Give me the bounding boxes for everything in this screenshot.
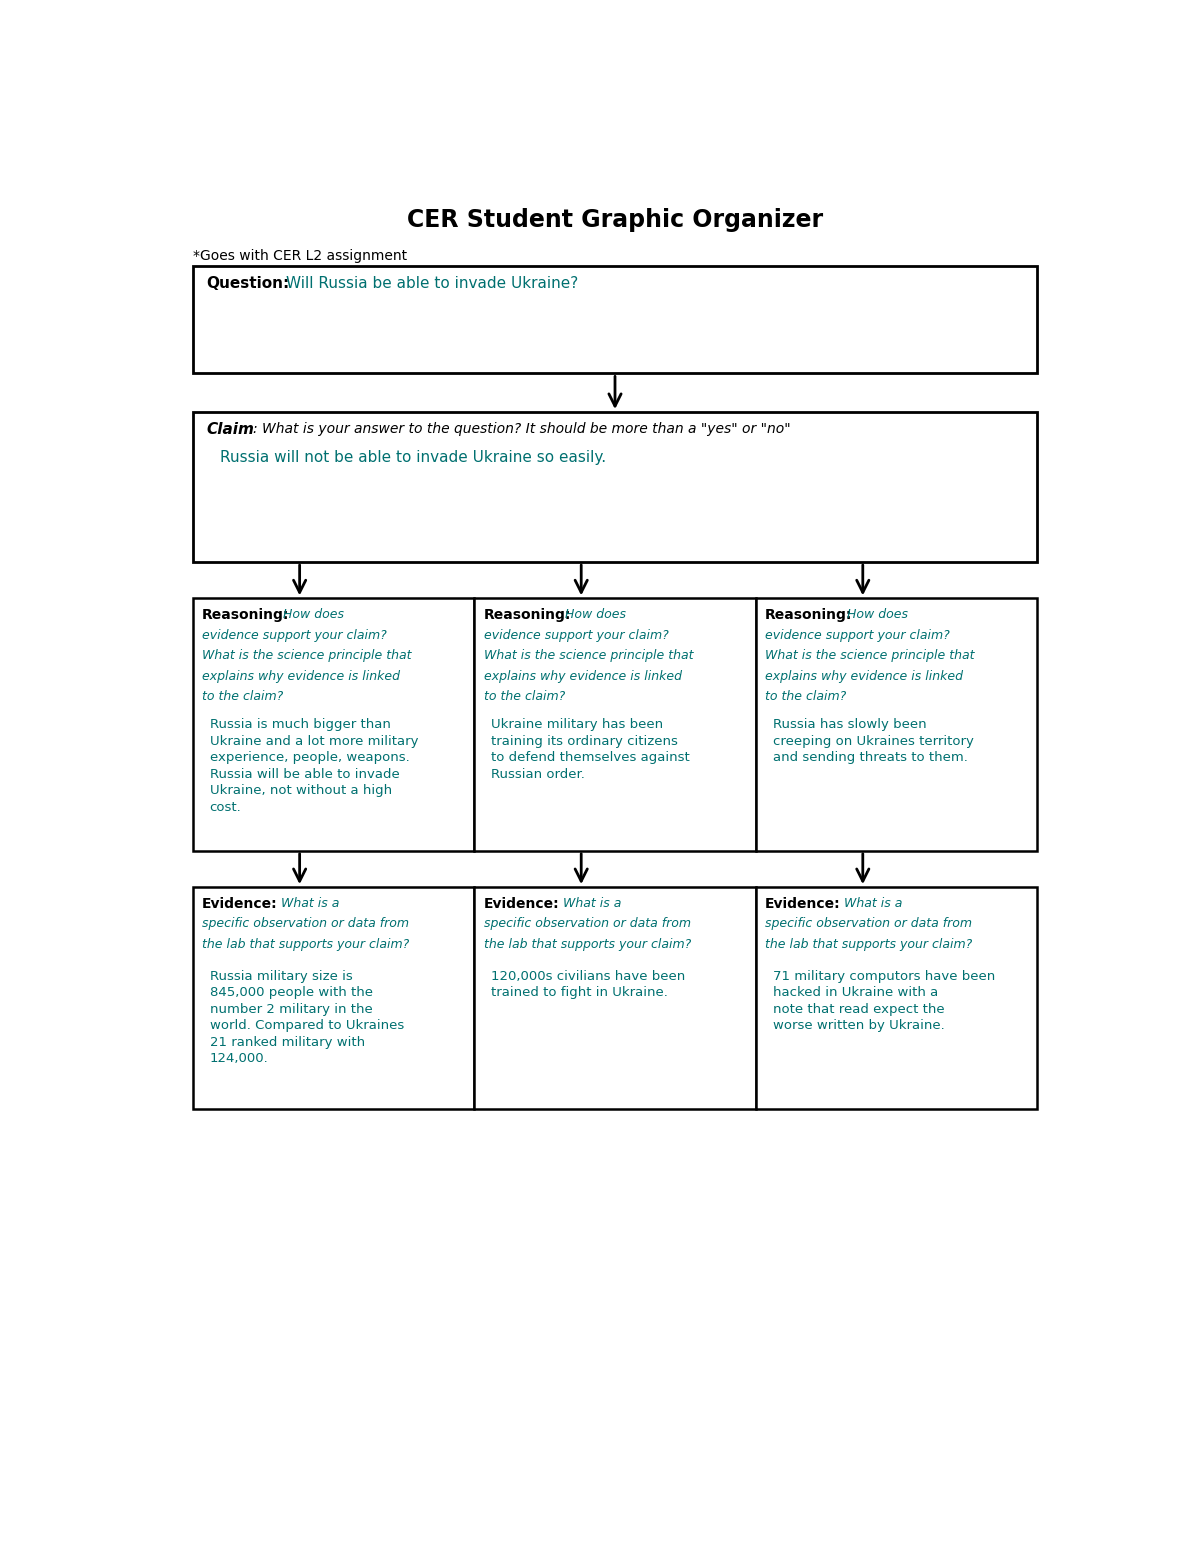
Text: Evidence:: Evidence: bbox=[484, 898, 559, 912]
Bar bbox=[756, 887, 1037, 1109]
Bar bbox=[756, 598, 1037, 851]
Text: to the claim?: to the claim? bbox=[766, 690, 846, 704]
Text: How does: How does bbox=[842, 609, 907, 621]
Text: Claim: Claim bbox=[206, 422, 254, 436]
Text: Reasoning:: Reasoning: bbox=[202, 609, 289, 623]
Bar bbox=[193, 887, 474, 1109]
Text: What is the science principle that: What is the science principle that bbox=[202, 649, 412, 662]
Text: What is a: What is a bbox=[277, 898, 340, 910]
Text: Reasoning:: Reasoning: bbox=[484, 609, 571, 623]
Text: specific observation or data from: specific observation or data from bbox=[484, 918, 690, 930]
Text: Evidence:: Evidence: bbox=[202, 898, 277, 912]
Text: CER Student Graphic Organizer: CER Student Graphic Organizer bbox=[407, 208, 823, 231]
Text: What is a: What is a bbox=[559, 898, 622, 910]
Text: to the claim?: to the claim? bbox=[484, 690, 565, 704]
Text: the lab that supports your claim?: the lab that supports your claim? bbox=[484, 938, 691, 950]
Text: Will Russia be able to invade Ukraine?: Will Russia be able to invade Ukraine? bbox=[286, 276, 578, 290]
Text: Reasoning:: Reasoning: bbox=[766, 609, 852, 623]
Text: Russia is much bigger than
Ukraine and a lot more military
experience, people, w: Russia is much bigger than Ukraine and a… bbox=[210, 717, 418, 814]
Bar bbox=[193, 266, 1037, 373]
Bar bbox=[474, 598, 756, 851]
Text: explains why evidence is linked: explains why evidence is linked bbox=[766, 669, 964, 682]
Text: : What is your answer to the question? It should be more than a "yes" or "no": : What is your answer to the question? I… bbox=[253, 422, 791, 436]
Text: Russia military size is
845,000 people with the
number 2 military in the
world. : Russia military size is 845,000 people w… bbox=[210, 969, 404, 1065]
Text: the lab that supports your claim?: the lab that supports your claim? bbox=[766, 938, 972, 950]
Text: How does: How does bbox=[280, 609, 344, 621]
Text: Evidence:: Evidence: bbox=[766, 898, 841, 912]
Text: explains why evidence is linked: explains why evidence is linked bbox=[202, 669, 400, 682]
Bar bbox=[474, 887, 756, 1109]
Text: 120,000s civilians have been
trained to fight in Ukraine.: 120,000s civilians have been trained to … bbox=[491, 969, 685, 999]
Text: Ukraine military has been
training its ordinary citizens
to defend themselves ag: Ukraine military has been training its o… bbox=[491, 717, 690, 781]
Text: How does: How does bbox=[562, 609, 626, 621]
Text: evidence support your claim?: evidence support your claim? bbox=[202, 629, 386, 641]
Text: What is the science principle that: What is the science principle that bbox=[766, 649, 974, 662]
Text: Question:: Question: bbox=[206, 276, 290, 290]
Bar bbox=[193, 412, 1037, 562]
Text: *Goes with CER L2 assignment: *Goes with CER L2 assignment bbox=[193, 248, 407, 262]
Text: specific observation or data from: specific observation or data from bbox=[766, 918, 972, 930]
Text: 71 military computors have been
hacked in Ukraine with a
note that read expect t: 71 military computors have been hacked i… bbox=[773, 969, 995, 1033]
Text: the lab that supports your claim?: the lab that supports your claim? bbox=[202, 938, 409, 950]
Bar bbox=[193, 598, 474, 851]
Text: Russia has slowly been
creeping on Ukraines territory
and sending threats to the: Russia has slowly been creeping on Ukrai… bbox=[773, 717, 973, 764]
Text: evidence support your claim?: evidence support your claim? bbox=[766, 629, 950, 641]
Text: Russia will not be able to invade Ukraine so easily.: Russia will not be able to invade Ukrain… bbox=[220, 450, 606, 466]
Text: explains why evidence is linked: explains why evidence is linked bbox=[484, 669, 682, 682]
Text: What is a: What is a bbox=[840, 898, 902, 910]
Text: to the claim?: to the claim? bbox=[202, 690, 283, 704]
Text: evidence support your claim?: evidence support your claim? bbox=[484, 629, 668, 641]
Text: specific observation or data from: specific observation or data from bbox=[202, 918, 409, 930]
Text: What is the science principle that: What is the science principle that bbox=[484, 649, 694, 662]
